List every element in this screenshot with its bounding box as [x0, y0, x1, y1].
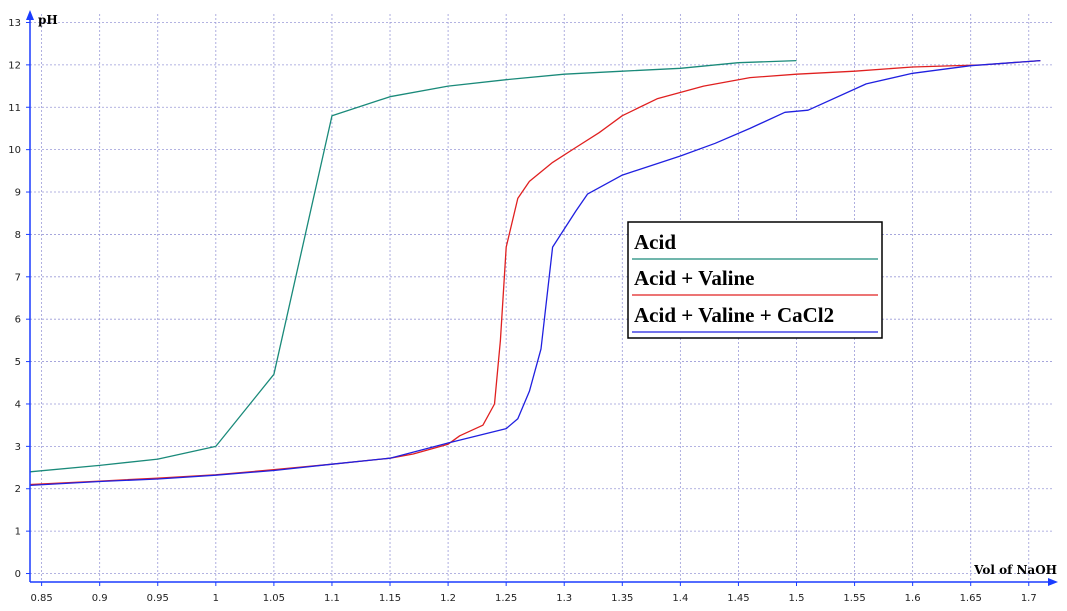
x-tick-label: 1.15 — [379, 593, 401, 604]
x-tick-label: 1.05 — [263, 593, 285, 604]
y-tick-label: 0 — [15, 569, 21, 580]
x-axis-label: Vol of NaOH — [973, 563, 1057, 577]
y-tick-label: 10 — [8, 145, 21, 156]
x-tick-label: 1.35 — [611, 593, 633, 604]
y-tick-label: 2 — [15, 484, 21, 495]
x-tick-label: 1.25 — [495, 593, 517, 604]
x-tick-label: 0.95 — [147, 593, 169, 604]
y-tick-label: 6 — [15, 315, 21, 326]
x-tick-label: 1.6 — [905, 593, 921, 604]
legend-label-acid: Acid — [634, 230, 676, 254]
x-tick-label: 1.4 — [672, 593, 688, 604]
x-tick-label: 1.55 — [843, 593, 865, 604]
y-tick-label: 7 — [15, 272, 21, 283]
y-tick-label: 11 — [8, 103, 21, 114]
x-axis-arrow — [1048, 578, 1058, 586]
legend: Acid Acid + Valine Acid + Valine + CaCl2 — [627, 221, 883, 339]
x-tick-label: 1.1 — [324, 593, 340, 604]
legend-box — [627, 221, 883, 339]
x-tick-label: 1.5 — [789, 593, 805, 604]
x-tick-label: 1 — [213, 593, 219, 604]
x-tick-label: 0.9 — [92, 593, 108, 604]
series-lines — [29, 59, 1041, 487]
x-tick-label: 1.45 — [727, 593, 749, 604]
axes: pH Vol of NaOH — [26, 10, 1058, 586]
y-tick-label: 9 — [15, 188, 21, 199]
y-tick-label: 5 — [15, 357, 21, 368]
legend-label-acid-valine-cacl2: Acid + Valine + CaCl2 — [634, 303, 834, 327]
y-tick-label: 4 — [15, 399, 21, 410]
series-line-acid-valine-cacl2 — [29, 59, 1041, 487]
x-tick-label: 0.85 — [30, 593, 52, 604]
y-tick-label: 13 — [8, 18, 21, 29]
x-tick-label: 1.3 — [556, 593, 572, 604]
y-tick-label: 1 — [15, 527, 21, 538]
y-axis-label: pH — [38, 13, 58, 27]
x-tick-label: 1.65 — [960, 593, 982, 604]
y-tick-label: 8 — [15, 230, 21, 241]
grid — [30, 14, 1052, 582]
series-line-acid-valine — [29, 59, 1041, 486]
legend-label-acid-valine: Acid + Valine — [634, 266, 755, 290]
x-tick-label: 1.7 — [1021, 593, 1037, 604]
y-tick-label: 12 — [8, 60, 21, 71]
y-axis-arrow — [26, 10, 34, 20]
y-tick-label: 3 — [15, 442, 21, 453]
series-line-acid — [29, 59, 797, 473]
x-tick-label: 1.2 — [440, 593, 456, 604]
